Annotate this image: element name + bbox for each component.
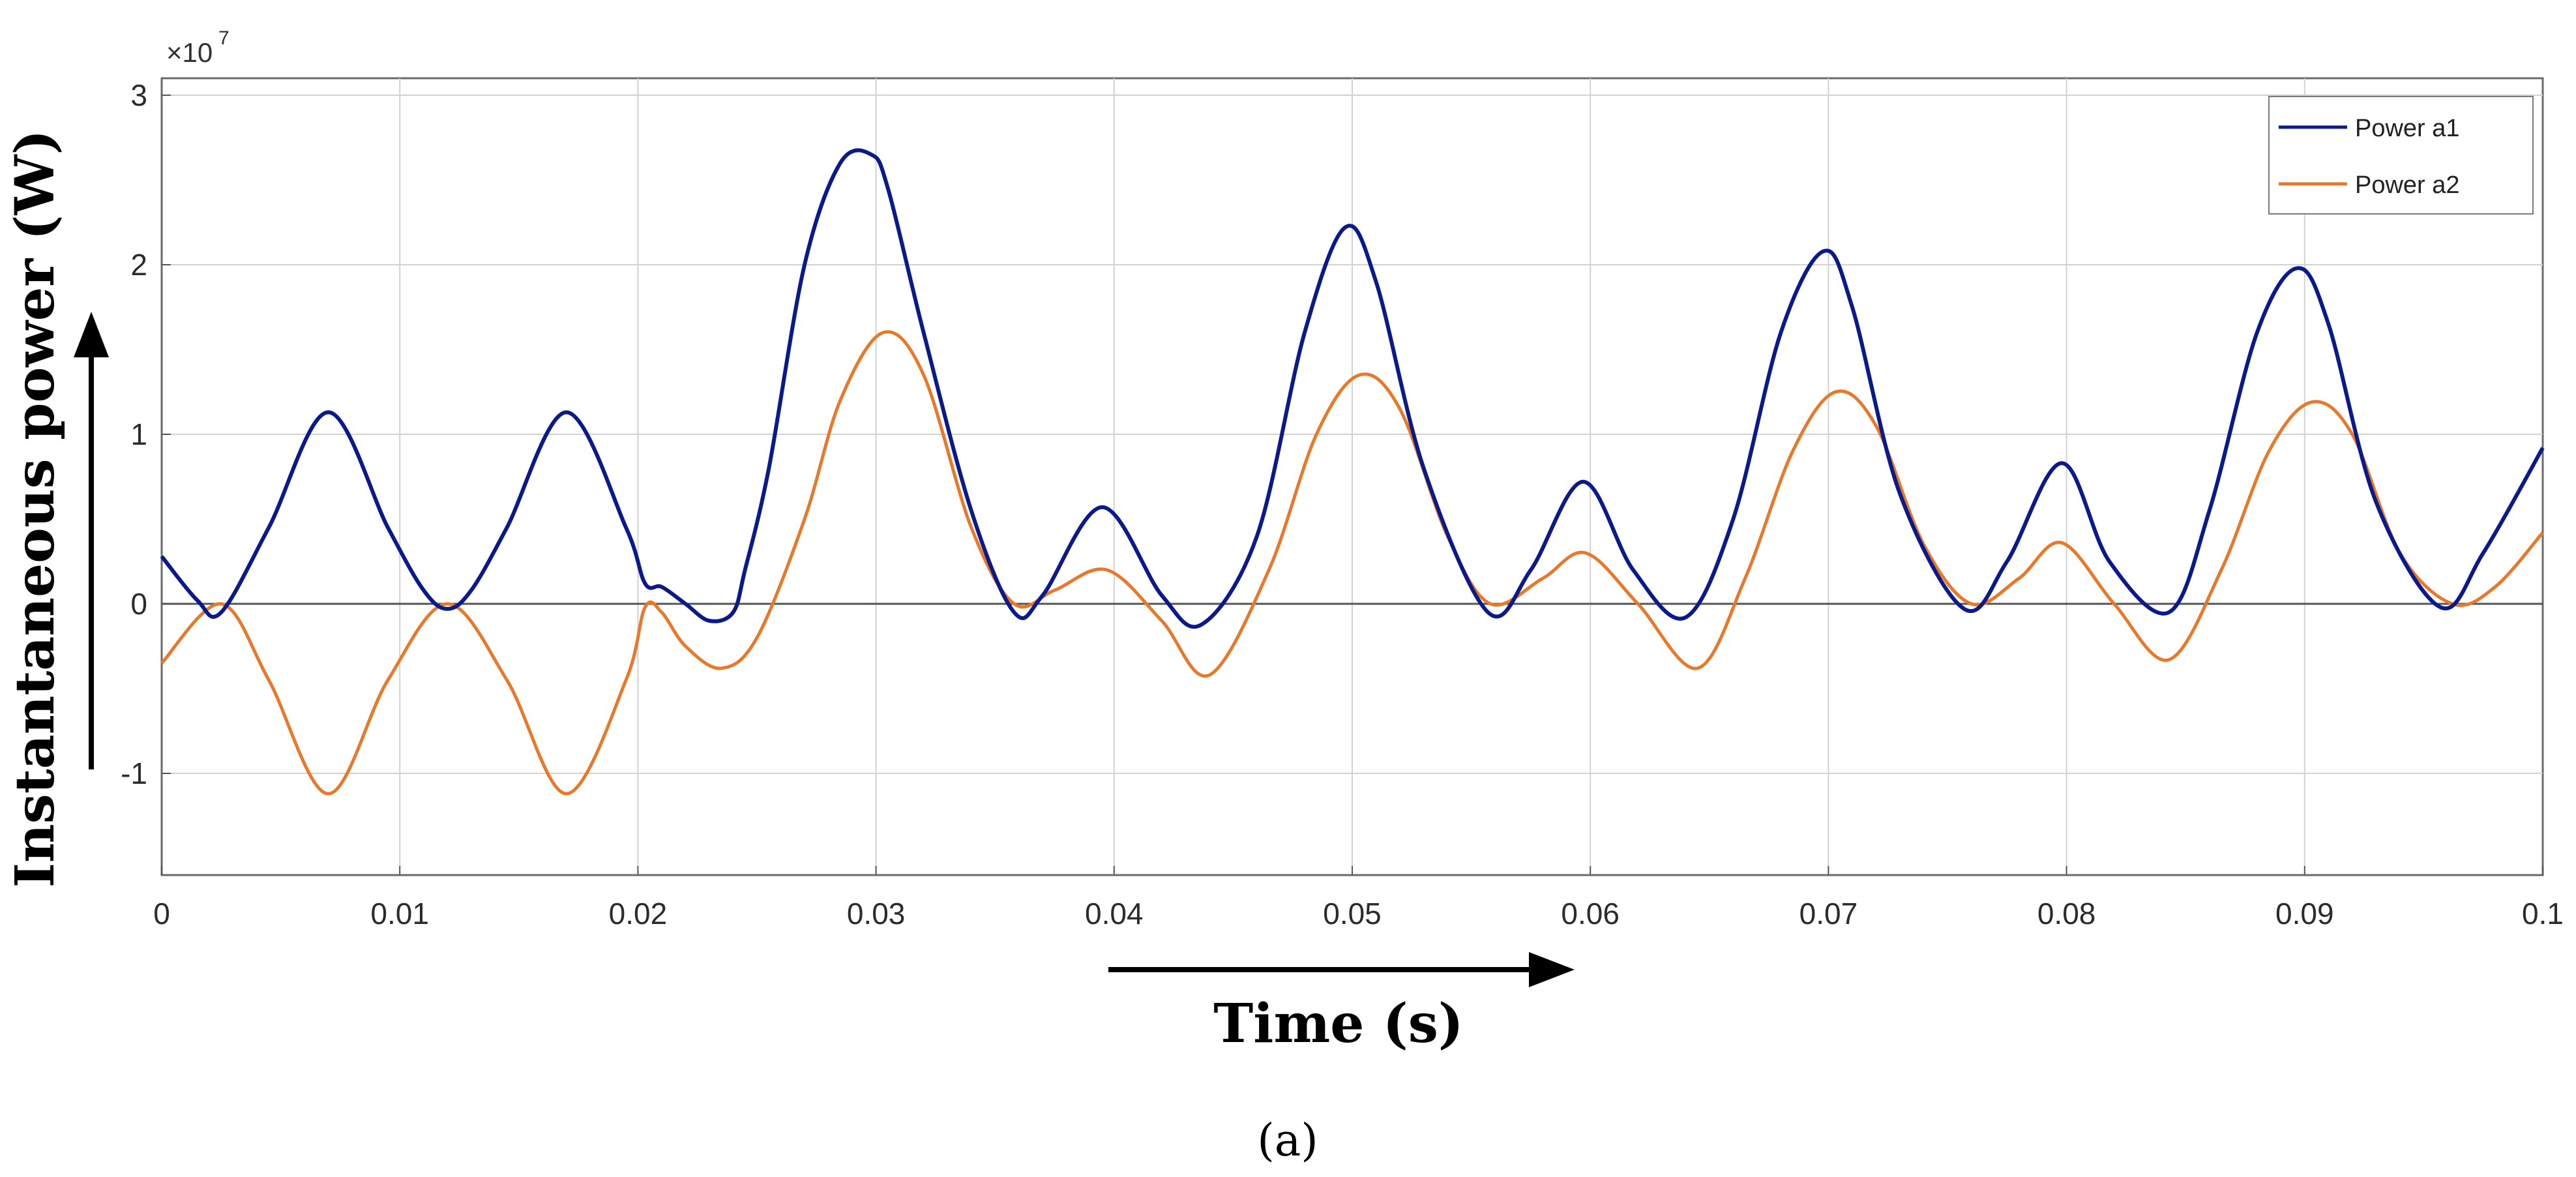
y-axis-arrowhead xyxy=(74,312,109,357)
y-tick-label: 2 xyxy=(130,248,147,282)
x-tick-label: 0.03 xyxy=(847,897,906,931)
y-axis-title-group: Instantaneous power (W) xyxy=(4,130,109,888)
x-tick-label: 0.01 xyxy=(370,897,429,931)
y-tick-label: 1 xyxy=(130,417,147,451)
figure-caption: (a) xyxy=(1257,1115,1318,1167)
series-line-power-a2 xyxy=(160,330,2544,796)
legend-label-power-a2: Power a2 xyxy=(2355,171,2460,199)
x-tick-label: 0.08 xyxy=(2037,897,2096,931)
series-layer xyxy=(160,148,2545,796)
x-axis-title: Time (s) xyxy=(1213,992,1463,1055)
legend-box xyxy=(2268,96,2534,215)
x-tick-label: 0.07 xyxy=(1799,897,1858,931)
x-tick-label: 0.09 xyxy=(2275,897,2334,931)
x-tick-label: 0.05 xyxy=(1323,897,1382,931)
x-axis-arrowhead xyxy=(1529,952,1575,987)
y-tick-label: 0 xyxy=(130,587,147,621)
y-tick-label: -1 xyxy=(121,756,147,790)
x-tick-label: 0.02 xyxy=(609,897,668,931)
x-tick-label: 0 xyxy=(153,897,170,931)
x-tick-labels: 0 0.01 0.02 0.03 0.04 0.05 0.06 0.07 0.08 0.09 0.1 xyxy=(153,897,2564,931)
y-axis-title: Instantaneous power (W) xyxy=(4,130,67,888)
y-tick-label: 3 xyxy=(130,78,147,112)
y-exponent-power: 7 xyxy=(218,27,229,49)
legend-label-power-a1: Power a1 xyxy=(2355,115,2460,142)
legend: Power a1 Power a2 xyxy=(2268,96,2534,215)
x-tick-label: 0.06 xyxy=(1561,897,1620,931)
y-tick-labels: 3 2 1 0 -1 xyxy=(121,78,147,790)
series-line-power-a1 xyxy=(160,148,2545,629)
x-axis-title-group: Time (s) xyxy=(1108,952,1575,1055)
x-tick-label: 0.1 xyxy=(2522,897,2564,931)
x-tick-label: 0.04 xyxy=(1085,897,1144,931)
y-exponent-label: ×10 xyxy=(166,37,213,68)
